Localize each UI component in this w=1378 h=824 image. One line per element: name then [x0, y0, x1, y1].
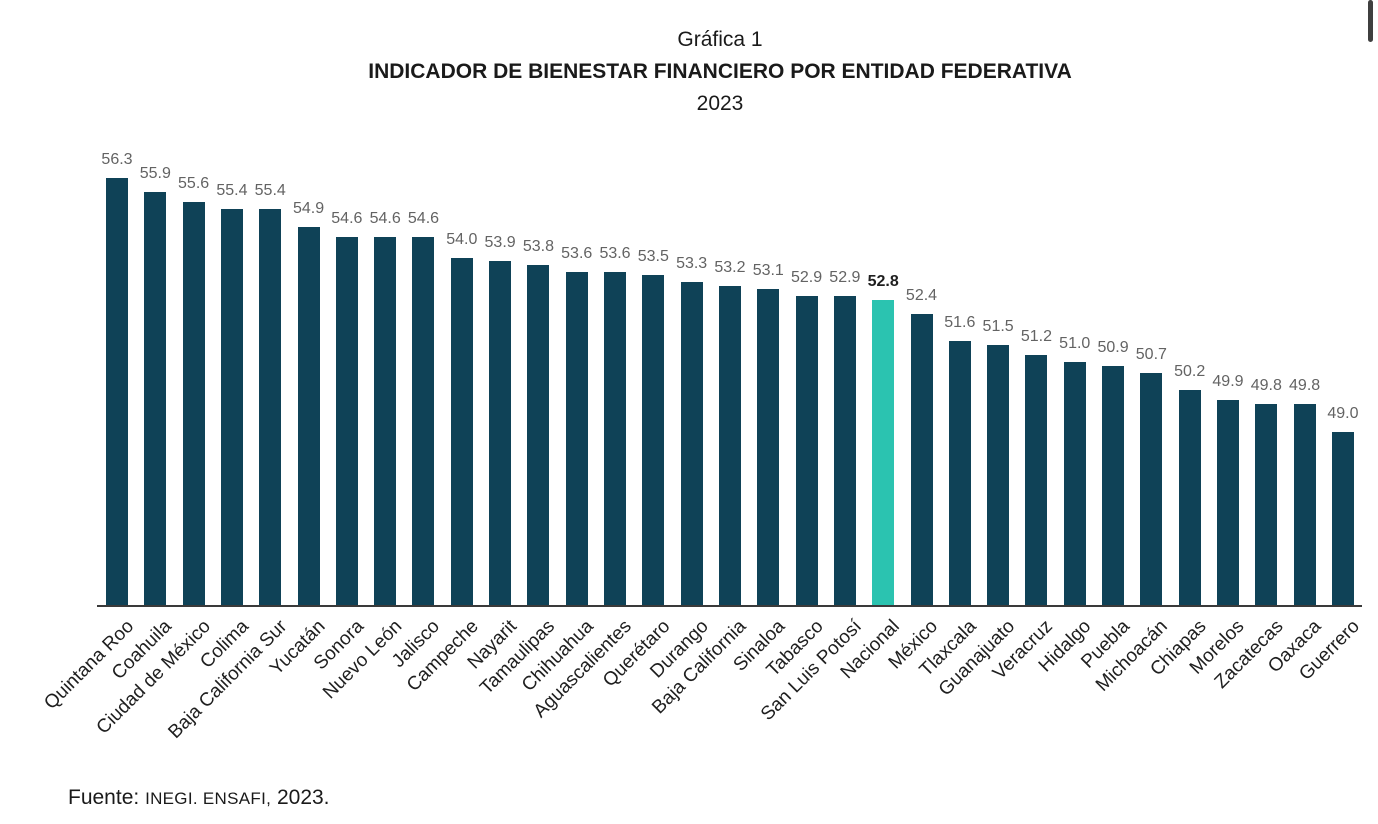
- bar-value-label: 50.7: [1135, 345, 1167, 363]
- x-axis-line: [97, 605, 1362, 607]
- bar-value-label: 53.1: [752, 262, 784, 280]
- bar: [795, 296, 818, 605]
- source-agency: INEGI. ENSAFI,: [145, 789, 272, 808]
- bar-value-label: 51.2: [1020, 328, 1052, 346]
- bar: [1140, 372, 1163, 605]
- bar: [565, 271, 588, 605]
- bar-value-label: 55.4: [254, 182, 286, 200]
- bar: [604, 271, 627, 605]
- bar-chart: 56.3 Quintana Roo 55.9 Coahuila 55.6 Ciudad d…: [40, 138, 1364, 743]
- bar-value-label: 55.6: [178, 175, 210, 193]
- bar: [680, 282, 703, 605]
- bar-value-label: 49.0: [1327, 404, 1359, 422]
- bar-value-label: 49.8: [1289, 376, 1321, 394]
- bar: [489, 261, 512, 605]
- bar: [948, 341, 971, 605]
- bar-value-label: 52.4: [905, 286, 938, 304]
- bar: [1102, 365, 1125, 605]
- bar-value-label: 53.5: [637, 248, 669, 266]
- bar-value-label: 52.9: [791, 269, 823, 287]
- bar: [987, 344, 1010, 605]
- bar-value-label: 52.8: [867, 272, 899, 290]
- bar-value-label: 54.6: [369, 210, 401, 228]
- bar-value-label: 49.9: [1212, 373, 1244, 391]
- bar-value-label: 54.6: [331, 210, 363, 228]
- bar-value-label: 51.6: [944, 314, 976, 332]
- source-note: Fuente: INEGI. ENSAFI, 2023.: [68, 786, 330, 810]
- bar-value-label: 55.4: [216, 182, 248, 200]
- bar: [450, 258, 473, 605]
- bar-value-label: 54.6: [407, 210, 440, 228]
- bar: [144, 192, 167, 605]
- bar: [220, 209, 243, 605]
- bar-value-label: 50.2: [1174, 362, 1206, 380]
- bar: [1331, 431, 1354, 605]
- bar-value-label: 56.3: [101, 151, 133, 169]
- chart-header: Gráfica 1 INDICADOR DE BIENESTAR FINANCI…: [60, 26, 1378, 117]
- bar: [642, 275, 665, 605]
- scrollbar-thumb[interactable]: [1368, 0, 1373, 42]
- bar-value-label: 52.9: [829, 269, 861, 287]
- source-prefix: Fuente:: [68, 786, 140, 809]
- bar-value-label: 53.6: [561, 244, 593, 262]
- bar-highlight: [872, 299, 895, 605]
- bar-value-label: 53.2: [714, 258, 746, 276]
- bar-value-label: 53.8: [522, 237, 554, 255]
- bar-value-label: 51.5: [982, 317, 1014, 335]
- chart-year: 2023: [696, 92, 744, 115]
- bar: [297, 226, 320, 605]
- bar: [757, 289, 780, 605]
- bar: [335, 237, 358, 605]
- bar: [1293, 403, 1316, 605]
- bar: [1255, 403, 1278, 605]
- source-year: 2023.: [276, 786, 330, 809]
- bar-value-label: 53.3: [676, 255, 708, 273]
- bar: [106, 178, 128, 605]
- bar: [1025, 355, 1048, 605]
- bar: [910, 313, 933, 605]
- bar: [182, 202, 205, 605]
- bar: [374, 237, 397, 605]
- bar: [259, 209, 282, 605]
- bar: [412, 237, 435, 605]
- chart-label: Gráfica 1: [677, 28, 763, 51]
- bar: [527, 264, 550, 605]
- bar-value-label: 53.6: [599, 244, 631, 262]
- bar-value-label: 55.9: [139, 165, 171, 183]
- bar-value-label: 51.0: [1059, 335, 1091, 353]
- bar-value-label: 54.9: [292, 199, 325, 217]
- bar-value-label: 54.0: [446, 231, 478, 248]
- bar-value-label: 50.9: [1097, 338, 1129, 356]
- chart-title: INDICADOR DE BIENESTAR FINANCIERO POR EN…: [368, 60, 1072, 83]
- bar: [718, 285, 741, 605]
- bar-value-label: 53.9: [484, 234, 516, 252]
- bar-value-label: 49.8: [1250, 376, 1282, 394]
- bar: [833, 296, 856, 605]
- bar: [1178, 389, 1201, 605]
- bar: [1063, 362, 1086, 605]
- bar: [1216, 400, 1239, 605]
